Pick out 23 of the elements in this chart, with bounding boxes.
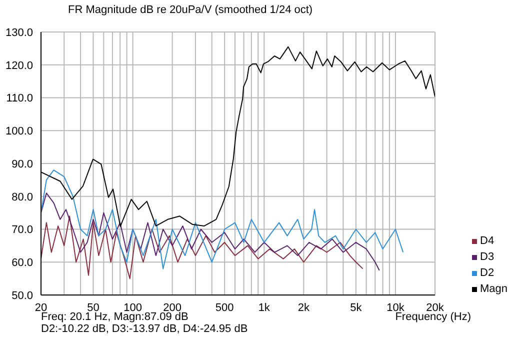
legend-label: D2 — [480, 266, 494, 281]
y-tick-label: 80.0 — [12, 191, 33, 204]
legend-label: Magn — [480, 282, 508, 297]
x-tick-label: 1k — [258, 302, 270, 314]
chart-title: FR Magnitude dB re 20uPa/V (smoothed 1/24 oct) — [68, 4, 313, 16]
x-axis-title: Frequency (Hz) — [395, 311, 471, 323]
y-tick-label: 70.0 — [12, 224, 33, 236]
text: D2:-10.22 dB, D3:-13.97 dB, D4:-24.95 dB — [41, 323, 248, 335]
y-tick-label: 110.0 — [6, 92, 33, 105]
x-tick-label: 2k — [298, 302, 310, 314]
y-tick-label: 100.0 — [5, 126, 33, 138]
y-tick-label: 50.0 — [12, 290, 33, 302]
x-tick-label: 100 — [124, 302, 142, 314]
text: Freq: 20.1 Hz, Magn:87.09 dB — [41, 311, 188, 323]
x-tick-label: 20k — [426, 302, 444, 314]
x-tick-label: 500 — [215, 302, 234, 314]
legend-label: D4 — [480, 234, 494, 249]
legend-label: D3 — [480, 250, 494, 265]
y-tick-label: 60.0 — [12, 257, 33, 270]
y-tick-label: 130.0 — [5, 26, 33, 39]
x-tick-label: 5k — [350, 302, 362, 314]
y-tick-label: 120.0 — [5, 60, 33, 72]
y-tick-label: 90.0 — [12, 158, 33, 170]
